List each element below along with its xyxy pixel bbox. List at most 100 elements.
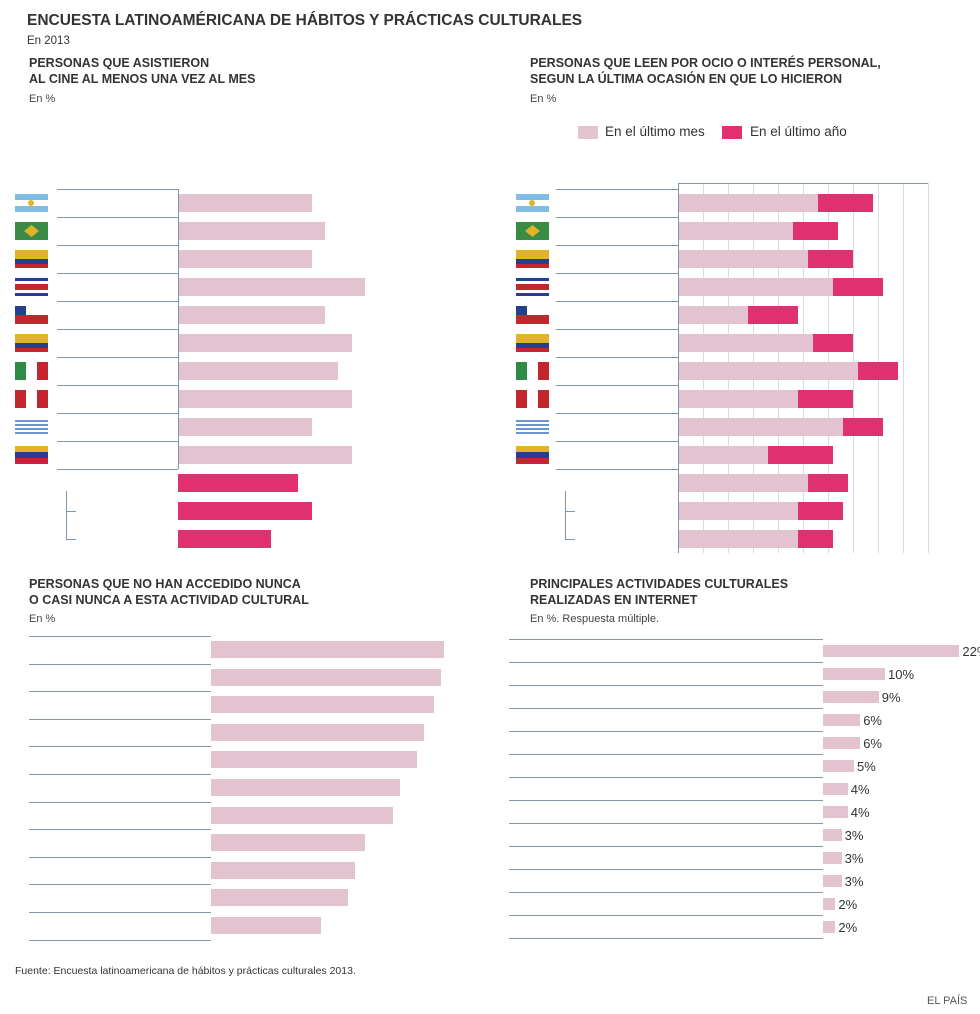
bar-last-year [833,278,883,296]
costa-rica-flag-icon [15,278,48,296]
row-divider [509,823,823,824]
bar [178,362,339,380]
row-divider [509,938,823,939]
bar [178,530,272,548]
bar [211,641,445,658]
bar [178,194,312,212]
bar [211,723,424,741]
brand-logo: EL PAÍS [927,995,968,1007]
axis-line [678,183,928,184]
row-divider [556,357,678,358]
row-divider [29,856,211,858]
row-divider [509,708,823,709]
row-divider [556,273,678,274]
row-divider [29,718,211,720]
bar-last-year [813,334,853,352]
bar [178,390,352,408]
chart3-title: PERSONAS QUE NO HAN ACCEDIDO NUNCA O CAS… [29,577,309,607]
row-divider [57,441,178,442]
bar [823,921,836,933]
row-divider [29,663,211,665]
bar [178,446,352,464]
chart2-title: PERSONAS QUE LEEN POR OCIO O INTERÉS PER… [530,56,881,86]
bar-last-year [808,474,848,492]
value-label: 22% [962,644,980,659]
row-divider [556,385,678,386]
row-divider [556,413,678,414]
row-divider [509,662,823,663]
bar [211,861,356,879]
bar [823,691,879,703]
bar-last-month [678,418,843,436]
venezuela-flag-icon [516,446,549,464]
brasil-flag-icon [516,222,549,240]
bar-last-year [748,306,798,324]
hierarchy-connector [565,491,566,539]
row-divider [29,884,211,886]
bar [178,222,325,240]
bar-last-month [678,306,748,324]
row-divider [29,801,211,803]
bar [211,917,321,934]
argentina-flag-icon [15,194,48,212]
bar-last-month [678,194,818,212]
value-label: 3% [844,874,864,889]
bar [178,250,312,268]
row-divider [509,754,823,755]
legend-label-year: En el último año [750,124,847,139]
row-divider [556,189,678,190]
bar [178,418,312,436]
bar-last-month [678,278,833,296]
row-divider [57,357,178,358]
venezuela-flag-icon [15,446,48,464]
bar-last-year [798,530,833,548]
value-label: 6% [863,713,882,728]
bar [211,806,393,824]
value-label: 2% [838,920,858,935]
legend-swatch-month [578,126,598,139]
row-divider [57,469,178,470]
bar-last-month [678,250,808,268]
bar [211,889,349,907]
row-divider [57,189,178,190]
page-subtitle: En 2013 [27,35,70,47]
row-divider [509,846,823,847]
row-divider [29,912,211,913]
value-label: 3% [844,828,864,843]
bar [211,779,400,796]
axis-line [178,189,179,469]
mexico-flag-icon [516,362,549,380]
bar [823,714,861,726]
value-label: 4% [850,782,870,797]
bar [211,668,441,686]
row-divider [509,800,823,801]
row-divider [509,869,823,870]
row-divider [556,301,678,302]
hierarchy-connector [66,511,76,512]
value-label: 10% [888,667,915,682]
bar-last-year [818,194,873,212]
bar [823,737,861,749]
row-divider [57,413,178,414]
chart2-unit: En % [530,93,557,105]
row-divider [509,731,823,732]
row-divider [29,691,211,693]
hierarchy-connector [565,539,575,540]
chart4-title: PRINCIPALES ACTIVIDADES CULTURALES REALI… [530,577,789,607]
bar [823,898,836,910]
chart4-unit: En %. Respuesta múltiple. [530,613,660,625]
bar [178,334,352,352]
bar [823,760,854,772]
bar-last-year [843,418,883,436]
bar [823,645,960,657]
row-divider [556,469,678,470]
bar [178,306,325,324]
row-divider [556,441,678,442]
row-divider [57,217,178,218]
colombia-flag-icon [15,250,48,268]
bar-last-month [678,474,808,492]
axis-line [678,183,679,553]
bar [211,751,417,769]
row-divider [57,385,178,386]
value-label: 3% [844,851,864,866]
